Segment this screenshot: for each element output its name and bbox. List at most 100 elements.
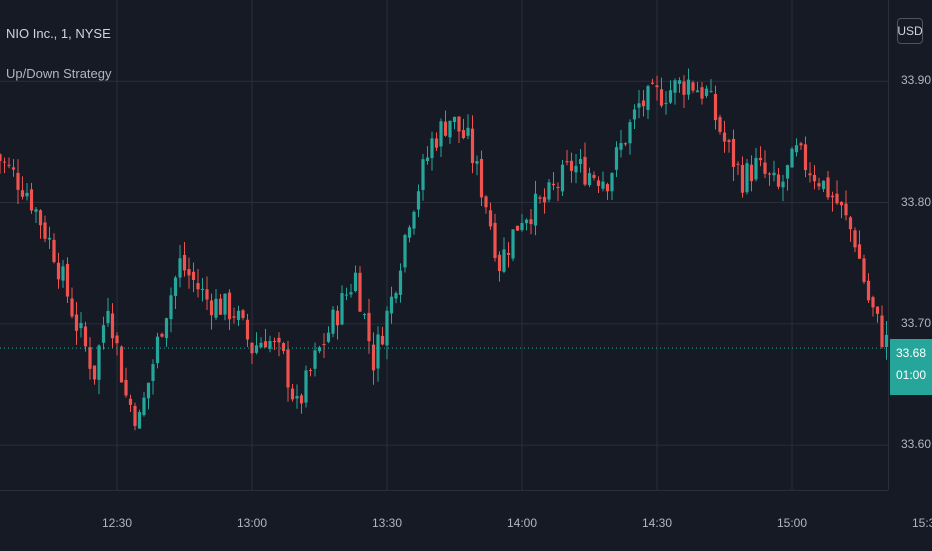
candle-body <box>794 145 799 153</box>
candle-body <box>749 164 754 182</box>
candle-body <box>286 349 290 388</box>
candle-body <box>524 219 529 224</box>
time-tick-label: 13:00 <box>236 516 268 530</box>
candle-body <box>718 117 722 132</box>
candle-body <box>515 225 520 231</box>
candle-body <box>394 293 398 299</box>
candle-body <box>772 172 776 176</box>
candle-body <box>331 309 335 334</box>
candle-body <box>142 397 146 416</box>
candle-body <box>569 160 574 171</box>
candle-body <box>430 138 434 159</box>
candle-body <box>290 388 295 400</box>
candle-body <box>722 132 727 142</box>
candle-body <box>529 219 533 225</box>
candle-body <box>281 343 286 352</box>
candle-body <box>758 157 763 161</box>
candle-body <box>556 186 560 188</box>
candle-body <box>421 159 425 191</box>
candle-body <box>124 379 128 396</box>
candle-body <box>727 140 731 143</box>
price-tick-label: 33.90 <box>901 73 932 88</box>
candle-body <box>236 310 241 320</box>
candle-body <box>218 298 223 315</box>
candle-body <box>452 116 457 123</box>
candle-body <box>214 298 218 318</box>
candle-body <box>578 159 583 165</box>
time-tick-label: 14:00 <box>506 516 538 530</box>
candle-body <box>317 347 322 352</box>
candle-body <box>479 158 484 198</box>
candle-body <box>695 90 700 93</box>
price-axis[interactable] <box>888 0 932 490</box>
candle-body <box>403 235 407 268</box>
chart-grid <box>0 0 888 490</box>
candle-body <box>277 337 281 343</box>
candle-body <box>88 347 92 369</box>
candle-body <box>493 222 497 259</box>
candle-body <box>11 167 16 170</box>
candle-body <box>385 310 389 346</box>
last-price-value: 33.68 <box>895 346 927 360</box>
candle-body <box>812 174 817 182</box>
candle-body <box>817 183 821 187</box>
candle-body <box>2 161 7 163</box>
candle-body <box>835 193 839 204</box>
candle-body <box>826 177 830 198</box>
candle-body <box>664 102 668 104</box>
candle-body <box>61 266 65 281</box>
candle-body <box>74 314 79 331</box>
candle-body <box>745 163 749 193</box>
candle-body <box>362 314 367 316</box>
candle-body <box>146 382 151 399</box>
candle-body <box>542 196 547 203</box>
candle-body <box>646 86 650 110</box>
strategy-label[interactable]: Up/Down Strategy <box>6 66 112 81</box>
candle-body <box>353 272 358 292</box>
candle-body <box>7 164 11 166</box>
candle-body <box>304 370 308 403</box>
candle-body <box>47 237 52 240</box>
symbol-title[interactable]: NIO Inc., 1, NYSE <box>6 26 111 41</box>
candle-body <box>466 127 470 136</box>
candle-body <box>344 294 349 296</box>
candle-body <box>862 258 866 282</box>
candle-body <box>443 121 448 136</box>
candle-body <box>326 332 331 342</box>
candle-body <box>848 217 853 230</box>
candle-body <box>425 157 430 161</box>
candle-body <box>506 252 511 255</box>
candle-body <box>560 164 565 192</box>
price-chart[interactable] <box>0 0 888 490</box>
candle-body <box>412 211 416 229</box>
candle-body <box>389 296 394 314</box>
time-axis[interactable] <box>0 490 888 551</box>
candle-body <box>839 201 844 206</box>
candle-body <box>196 283 200 290</box>
candle-body <box>227 292 232 320</box>
candle-body <box>407 227 412 238</box>
candle-body <box>565 161 569 163</box>
candle-body <box>668 90 673 103</box>
candle-body <box>335 310 340 326</box>
candle-body <box>650 82 655 84</box>
candle-body <box>785 165 790 179</box>
currency-button[interactable]: USD <box>897 18 923 44</box>
candle-body <box>533 193 538 226</box>
candle-body <box>677 80 682 84</box>
candle-body <box>587 173 592 185</box>
candle-body <box>776 174 781 187</box>
candle-body <box>416 191 421 210</box>
candle-body <box>16 172 20 190</box>
candle-body <box>25 192 29 197</box>
candle-body <box>448 120 452 138</box>
candle-body <box>200 288 205 291</box>
candle-body <box>38 210 43 226</box>
candle-body <box>740 164 745 193</box>
candle-body <box>322 344 326 346</box>
bar-countdown: 01:00 <box>895 368 927 382</box>
candle-body <box>704 88 709 96</box>
time-tick-label: 15:30 <box>911 516 932 530</box>
candle-body <box>790 148 794 168</box>
candle-body <box>358 272 362 312</box>
